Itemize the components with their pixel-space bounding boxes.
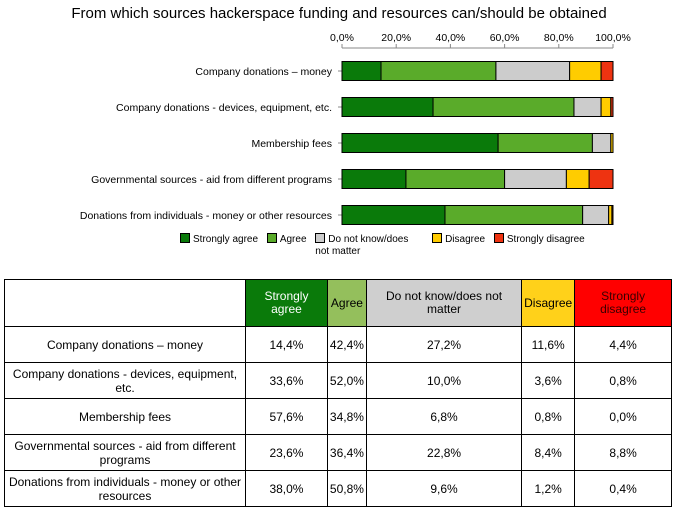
table-cell: 0,8% [521,398,576,435]
table-header-agree: Agree [326,279,367,327]
legend-swatch [180,233,190,243]
legend-label: Agree [279,234,307,245]
chart-legend: Strongly agree Agree Do not know/does no… [180,233,600,258]
table-row: Company donations – money 14,4% 42,4% 27… [4,326,672,363]
bar-segment [600,61,614,81]
category-label: Company donations - devices, equipment, … [116,102,332,114]
table-header-strongly-disagree: Strongly disagree [574,279,672,327]
table-cell: 10,0% [365,362,523,399]
legend-item-disagree: Disagree [432,233,485,246]
category-label: Membership fees [251,138,332,150]
table-cell: 11,6% [521,326,576,363]
bar-segment [495,61,571,81]
bar-segment [591,133,612,153]
table-cell: 22,8% [365,434,523,471]
table-cell: 33,6% [245,362,328,399]
table-cell: 36,4% [326,434,367,471]
table-cell: 14,4% [245,326,328,363]
legend-label: Disagree [445,234,486,245]
table-header-blank [4,279,246,327]
legend-swatch [493,233,504,243]
table-cell: 4,4% [574,326,672,363]
table-header-disagree: Disagree [521,279,576,327]
bar-segment [341,205,446,225]
table-cell: 0,8% [574,362,672,399]
category-label: Company donations – money [195,66,332,78]
legend-item-strongly-agree: Strongly agree [180,233,258,246]
table-header-strongly-agree: Strongly agree [245,279,328,327]
bar-segment [573,97,602,117]
table-cell: 8,4% [521,434,576,471]
legend-swatch [432,233,443,243]
category-label: Donations from individuals - money or ot… [80,210,332,222]
x-tick-label: 0,0% [330,32,354,44]
table-row-label: Donations from individuals - money or ot… [4,470,246,507]
table-cell: 0,0% [574,398,672,435]
bar-segment [610,133,614,153]
bar-segment [341,169,407,189]
table-cell: 1,2% [521,470,576,507]
table-cell: 52,0% [326,362,367,399]
bar-segment [341,97,434,117]
table-cell: 23,6% [245,434,328,471]
table-cell: 57,6% [245,398,328,435]
bar-segment [504,169,567,189]
bar-segment [565,169,590,189]
bar-segment [600,97,612,117]
table-row: Governmental sources - aid from differen… [4,434,672,471]
legend-item-strongly-disagree: Strongly disagree [493,233,585,246]
table-cell: 3,6% [521,362,576,399]
bar-segment [380,61,497,81]
table-row: Donations from individuals - money or ot… [4,470,672,507]
table-cell: 8,8% [574,434,672,471]
legend-swatch [266,233,277,243]
legend-item-agree: Agree [266,233,307,246]
table-header-do-not-know: Do not know/does not matter [365,279,523,327]
legend-item-do-not-know: Do not know/does not matter [315,233,423,258]
bar-segment [341,61,382,81]
x-tick-label: 60,0% [490,32,520,44]
category-label: Governmental sources - aid from differen… [91,174,332,186]
table-header-row: Strongly agree Agree Do not know/does no… [4,279,672,327]
table-row-label: Company donations - devices, equipment, … [4,362,246,399]
data-table: Strongly agree Agree Do not know/does no… [4,279,672,507]
table-row: Company donations - devices, equipment, … [4,362,672,399]
table-cell: 6,8% [365,398,523,435]
legend-label: Strongly disagree [506,234,585,245]
table-cell: 27,2% [365,326,523,363]
x-tick-label: 20,0% [381,32,411,44]
bar-segment [588,169,614,189]
table-row: Membership fees 57,6% 34,8% 6,8% 0,8% 0,… [4,398,672,435]
stacked-bar-chart: 0,0% 20,0% 40,0% 60,0% 80,0% 100,0% Company do… [80,32,631,225]
bar-segment [610,97,614,117]
legend-label: Strongly agree [193,234,259,245]
bar-segment [611,205,614,225]
table-row-label: Company donations – money [4,326,246,363]
x-tick-label: 80,0% [544,32,574,44]
bar-segment [432,97,575,117]
bar-segment [582,205,610,225]
bar-segment [569,61,602,81]
bar-segment [341,133,499,153]
table-cell: 0,4% [574,470,672,507]
bar-segment [497,133,593,153]
table-row-label: Governmental sources - aid from differen… [4,434,246,471]
table-cell: 38,0% [245,470,328,507]
bar-segment [444,205,584,225]
table-cell: 42,4% [326,326,367,363]
table-row-label: Membership fees [4,398,246,435]
legend-label: Do not know/does not matter [315,234,409,257]
table-cell: 50,8% [326,470,367,507]
table-cell: 9,6% [365,470,523,507]
legend-swatch [315,233,326,243]
x-tick-label: 100,0% [595,32,631,44]
chart-title: From which sources hackerspace funding a… [71,5,607,22]
x-tick-label: 40,0% [436,32,466,44]
bar-segment [405,169,506,189]
table-cell: 34,8% [326,398,367,435]
